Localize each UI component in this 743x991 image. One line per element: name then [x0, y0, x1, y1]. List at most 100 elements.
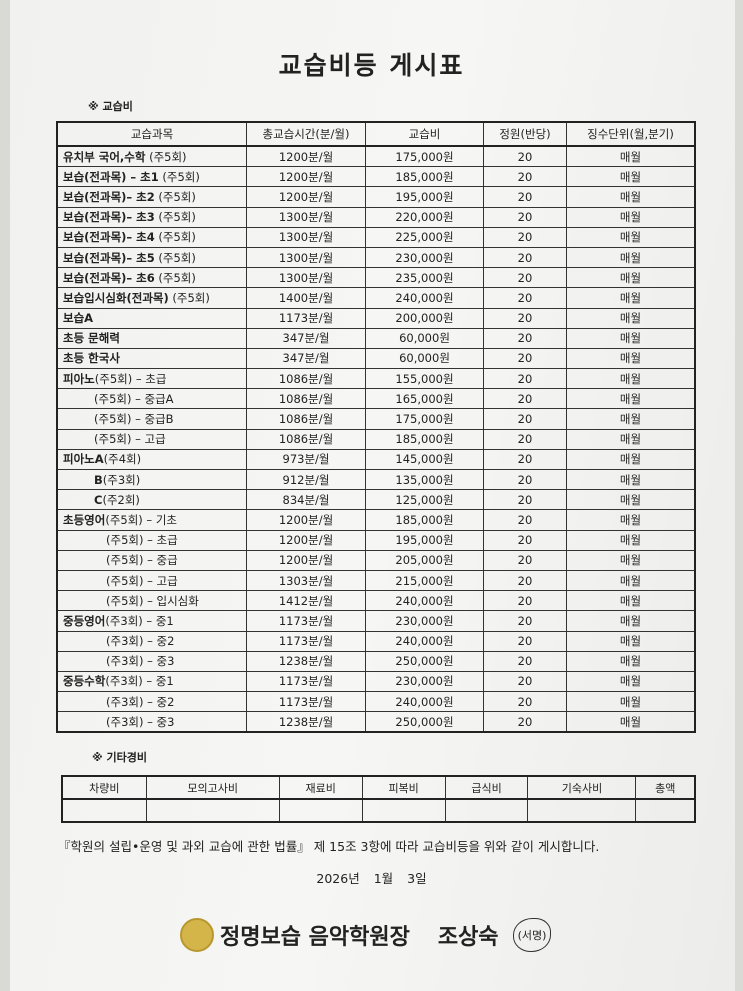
capacity-cell: 20 [483, 630, 567, 652]
academy-seal-icon [180, 918, 214, 952]
capacity-cell: 20 [483, 711, 567, 733]
time-cell: 973분/월 [246, 448, 366, 471]
capacity-cell: 20 [483, 691, 567, 713]
etc-header: 모의고사비 [145, 775, 280, 800]
subject-cell: (주5회) – 중급 [56, 549, 247, 571]
unit-cell: 매월 [566, 186, 696, 208]
fee-cell: 125,000원 [365, 489, 484, 511]
etc-header: 재료비 [278, 775, 363, 800]
subject-cell: 피아노(주5회) – 초급 [56, 368, 247, 390]
table-row: 보습(전과목)– 초2 (주5회) 1200분/월 195,000원 20 매월 [56, 186, 696, 208]
table-row: (주5회) – 고급 1086분/월 185,000원 20 매월 [56, 428, 696, 450]
capacity-cell: 20 [483, 509, 567, 531]
time-cell: 1300분/월 [246, 226, 366, 248]
etc-value-cell [527, 798, 637, 823]
capacity-cell: 20 [483, 246, 567, 269]
time-cell: 1238분/월 [246, 711, 366, 733]
table-row: 초등 문해력 347분/월 60,000원 20 매월 [56, 327, 696, 349]
time-cell: 1173분/월 [246, 691, 366, 713]
subject-cell: (주5회) – 입시심화 [56, 590, 247, 612]
subject-cell: 중등수학(주3회) – 중1 [56, 670, 247, 693]
capacity-cell: 20 [483, 267, 567, 289]
fee-cell: 215,000원 [365, 569, 484, 592]
subject-cell: (주5회) – 중급B [56, 408, 247, 430]
etc-value-cell [145, 798, 280, 823]
fee-cell: 60,000원 [365, 327, 484, 349]
table-row: 피아노A(주4회) 973분/월 145,000원 20 매월 [56, 448, 696, 471]
unit-cell: 매월 [566, 226, 696, 248]
etc-header: 차량비 [61, 775, 147, 800]
subject-cell: (주3회) – 중2 [56, 691, 247, 713]
capacity-cell: 20 [483, 287, 567, 309]
unit-cell: 매월 [566, 630, 696, 652]
time-cell: 347분/월 [246, 327, 366, 349]
fee-cell: 220,000원 [365, 206, 484, 228]
time-cell: 1412분/월 [246, 590, 366, 612]
fee-cell: 195,000원 [365, 186, 484, 208]
unit-cell: 매월 [566, 569, 696, 592]
time-cell: 1086분/월 [246, 428, 366, 450]
subject-cell: 보습(전과목)– 초6 (주5회) [56, 267, 247, 289]
page-title: 교습비등 게시표 [278, 51, 465, 80]
capacity-cell: 20 [483, 145, 567, 168]
signature-block: 정명보습 음악학원장 조상숙 (서명) [180, 918, 552, 952]
time-cell: 912분/월 [246, 468, 366, 491]
fee-cell: 250,000원 [365, 650, 484, 672]
capacity-cell: 20 [483, 388, 567, 410]
time-cell: 1200분/월 [246, 509, 366, 531]
capacity-cell: 20 [483, 489, 567, 511]
table-row: 피아노(주5회) – 초급 1086분/월 155,000원 20 매월 [56, 368, 696, 390]
fee-cell: 240,000원 [365, 691, 484, 713]
capacity-cell: 20 [483, 670, 567, 693]
etc-value-cell [361, 798, 446, 823]
unit-cell: 매월 [566, 166, 696, 188]
subject-cell: 보습(전과목)– 초5 (주5회) [56, 246, 247, 269]
col-capacity: 정원(반당) [483, 121, 567, 147]
fee-cell: 230,000원 [365, 246, 484, 269]
col-time: 총교습시간(분/월) [246, 121, 366, 147]
unit-cell: 매월 [566, 529, 696, 551]
unit-cell: 매월 [566, 307, 696, 329]
time-cell: 1200분/월 [246, 145, 366, 168]
time-cell: 1200분/월 [246, 166, 366, 188]
subject-cell: C(주2회) [56, 489, 247, 511]
table-row: (주3회) – 중2 1173분/월 240,000원 20 매월 [56, 691, 696, 713]
fee-cell: 225,000원 [365, 226, 484, 248]
subject-cell: 초등영어(주5회) – 기초 [56, 509, 247, 531]
table-row: B(주3회) 912분/월 135,000원 20 매월 [56, 468, 696, 491]
capacity-cell: 20 [483, 590, 567, 612]
table-row: 중등영어(주3회) – 중1 1173분/월 230,000원 20 매월 [56, 610, 696, 632]
subject-cell: (주5회) – 초급 [56, 529, 247, 551]
time-cell: 1173분/월 [246, 610, 366, 632]
unit-cell: 매월 [566, 489, 696, 511]
fee-cell: 185,000원 [365, 166, 484, 188]
subject-cell: 보습A [56, 307, 247, 329]
time-cell: 1303분/월 [246, 569, 366, 592]
fee-cell: 235,000원 [365, 267, 484, 289]
unit-cell: 매월 [566, 145, 696, 168]
fee-cell: 250,000원 [365, 711, 484, 733]
etc-value-cell [278, 798, 363, 823]
col-subject: 교습과목 [56, 121, 247, 147]
time-cell: 347분/월 [246, 347, 366, 370]
subject-cell: 보습(전과목)– 초4 (주5회) [56, 226, 247, 248]
unit-cell: 매월 [566, 206, 696, 228]
fee-cell: 240,000원 [365, 590, 484, 612]
fee-cell: 185,000원 [365, 428, 484, 450]
capacity-cell: 20 [483, 347, 567, 370]
capacity-cell: 20 [483, 569, 567, 592]
subject-cell: (주3회) – 중2 [56, 630, 247, 652]
time-cell: 1173분/월 [246, 670, 366, 693]
tuition-table: 교습과목 총교습시간(분/월) 교습비 정원(반당) 징수단위(월,분기) 유치… [56, 121, 696, 734]
table-row: 보습(전과목)– 초5 (주5회) 1300분/월 230,000원 20 매월 [56, 246, 696, 269]
table-row: (주5회) – 입시심화 1412분/월 240,000원 20 매월 [56, 590, 696, 612]
capacity-cell: 20 [483, 428, 567, 450]
subject-cell: (주3회) – 중3 [56, 650, 247, 672]
capacity-cell: 20 [483, 166, 567, 188]
etc-value-cell [444, 798, 529, 823]
table-header-row: 교습과목 총교습시간(분/월) 교습비 정원(반당) 징수단위(월,분기) [56, 121, 696, 147]
subject-cell: (주5회) – 고급 [56, 428, 247, 450]
director-name: 조상숙 [437, 925, 499, 950]
unit-cell: 매월 [566, 448, 696, 471]
other-expenses-table: 차량비 모의고사비 재료비 피복비 급식비 기숙사비 총액 [61, 775, 696, 823]
